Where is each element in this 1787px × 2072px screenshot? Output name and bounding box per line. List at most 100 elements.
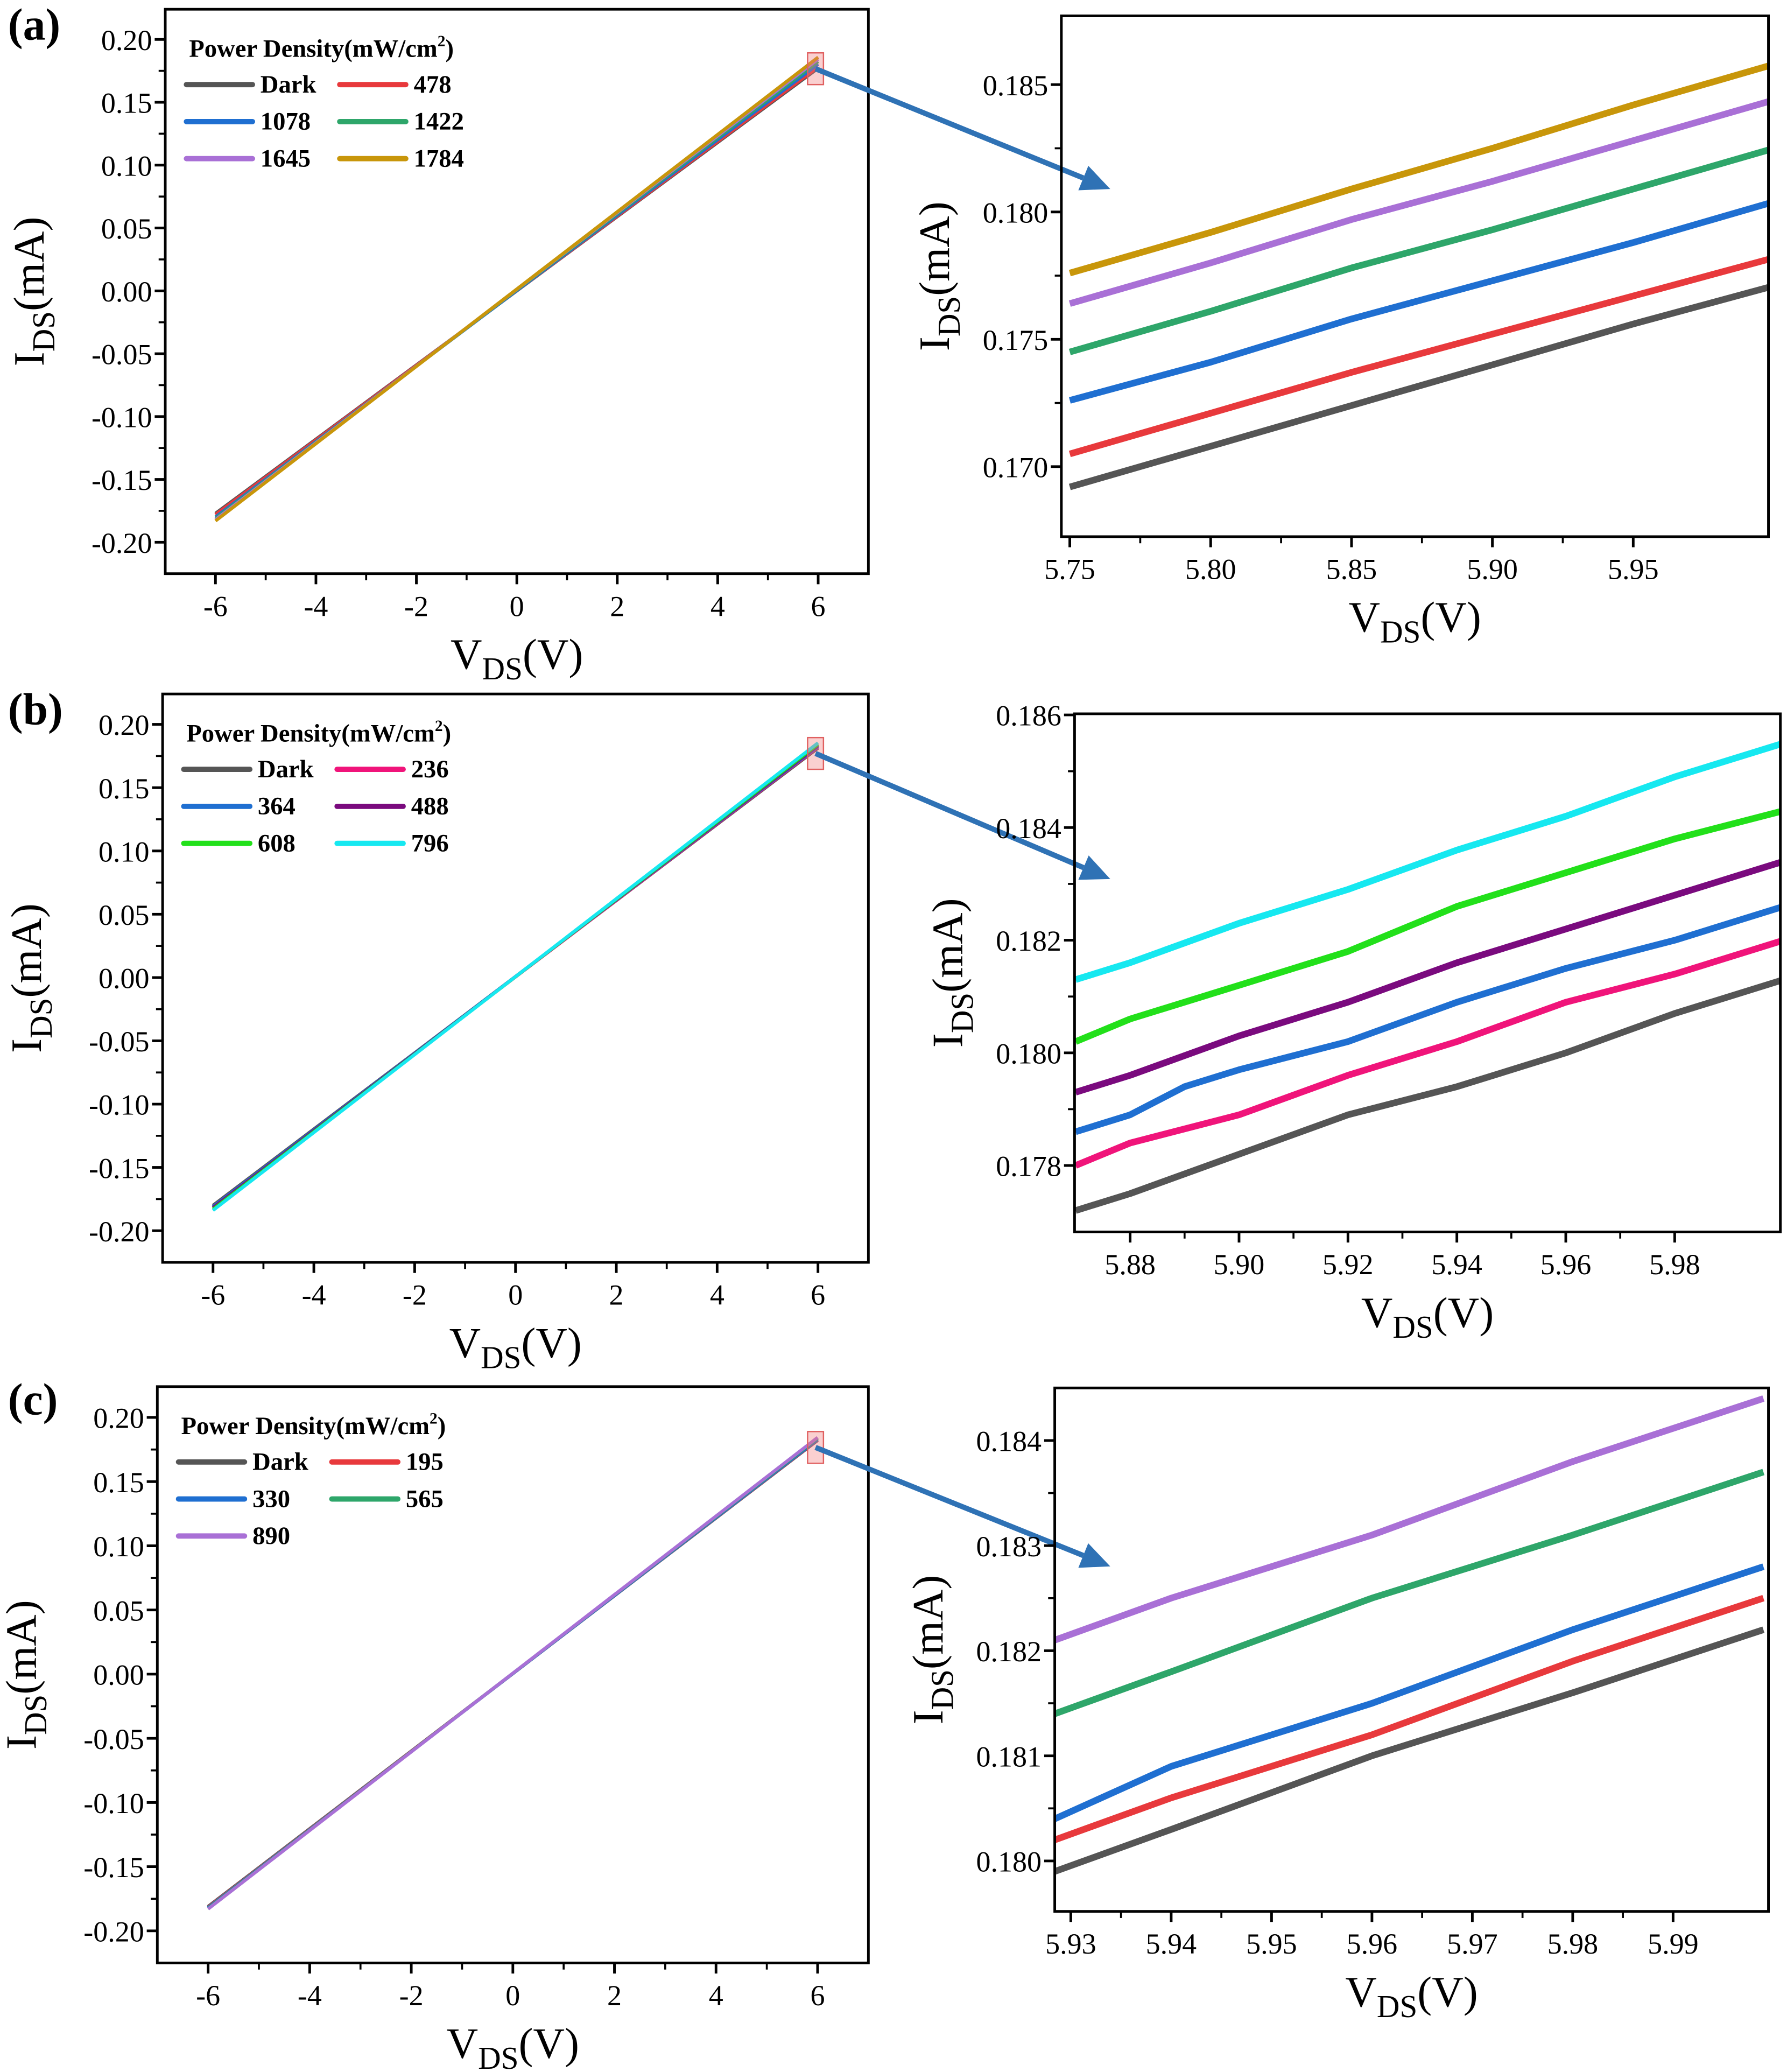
series-line-1422 <box>1068 146 1769 355</box>
zoom-plot: 5.75 5.80 5.85 5.90 5.95 0.170 0.175 0.180 0.185… <box>910 15 1770 649</box>
y-tick-label: 0.180 <box>976 1846 1042 1878</box>
y-tick-label: -0.15 <box>83 1851 144 1884</box>
x-tick-label: 5.92 <box>1322 1248 1374 1281</box>
series-line-478 <box>1068 256 1769 458</box>
series-line-796 <box>1074 740 1781 983</box>
panel-label: (a) <box>8 1 60 50</box>
y-tick-label: -0.05 <box>89 1026 150 1058</box>
x-tick-label: 4 <box>710 590 725 622</box>
axis-label-main: I <box>924 1033 972 1048</box>
panel-label: (b) <box>8 685 63 735</box>
y-tick-label: 0.05 <box>101 213 152 245</box>
legend-title: Power Density(mW/cm2) <box>181 1410 446 1441</box>
series-line-Dark <box>1068 284 1769 490</box>
y-tick-label: 0.20 <box>99 709 150 741</box>
legend-title-text: Power Density(mW/cm <box>181 1412 430 1440</box>
y-tick-label: 0.10 <box>93 1530 144 1563</box>
y-tick-label: 0.180 <box>983 196 1049 229</box>
zoom-arrow <box>814 66 1085 181</box>
y-axis-label: IDS(mA) <box>924 898 980 1048</box>
axis-label-sub: DS <box>26 311 61 352</box>
legend-title: Power Density(mW/cm2) <box>189 33 454 63</box>
axis-label-unit: (V) <box>523 630 583 678</box>
x-tick-label: 5.96 <box>1540 1248 1592 1281</box>
axis-label-main: V <box>447 2019 479 2068</box>
x-tick-label: 5.99 <box>1648 1928 1699 1960</box>
main-plot: -6 -4 -2 0 2 4 6 -0.20 -0.15 -0.10 -0.05 0.00 0.05 0.… <box>5 1 1110 686</box>
y-tick-label: 0.184 <box>976 1425 1042 1458</box>
x-tick-label: 5.97 <box>1447 1928 1498 1960</box>
legend-label: 236 <box>411 755 449 783</box>
axis-label-main: V <box>1345 1968 1377 2016</box>
y-tick-label: 0.05 <box>99 899 150 931</box>
axis-label-unit: (V) <box>1417 1968 1478 2016</box>
axis-label-sub: DS <box>23 998 59 1038</box>
axis-label-main: V <box>449 1319 481 1367</box>
legend-title-sup: 2 <box>430 1410 438 1428</box>
y-tick-label: -0.15 <box>89 1152 150 1184</box>
axis-label-unit: (V) <box>1433 1288 1494 1337</box>
axis-label-sub: DS <box>1377 1989 1417 2024</box>
y-tick-label: 0.185 <box>983 69 1049 102</box>
y-tick-label: -0.20 <box>89 1216 150 1248</box>
y-tick-label: 0.10 <box>99 835 150 868</box>
x-axis-label: VDS(V) <box>1345 1968 1478 2024</box>
axis-label-main: I <box>910 336 959 351</box>
y-tick-label: 0.15 <box>93 1466 144 1499</box>
x-tick-label: -6 <box>201 1279 225 1311</box>
y-tick-label: 0.00 <box>99 963 150 995</box>
legend-title-sup: 2 <box>435 718 443 735</box>
axis-label-sub: DS <box>931 296 967 336</box>
axis-label-sub: DS <box>944 993 980 1033</box>
axis-label-sub: DS <box>481 1339 521 1375</box>
x-axis-label: VDS(V) <box>1361 1288 1494 1345</box>
y-tick-label: -0.20 <box>83 1915 144 1948</box>
zoom-arrow <box>814 1445 1085 1558</box>
legend-title-end: ) <box>438 1412 446 1440</box>
legend-label: 796 <box>411 829 449 857</box>
x-tick-label: 5.80 <box>1185 553 1236 586</box>
x-tick-label: 5.88 <box>1104 1248 1156 1281</box>
legend-label: 330 <box>252 1485 290 1513</box>
y-tick-label: 0.183 <box>976 1530 1042 1563</box>
y-tick-label: -0.10 <box>83 1787 144 1820</box>
y-tick-label: 0.181 <box>976 1740 1042 1773</box>
x-axis-label: VDS(V) <box>447 2019 579 2072</box>
axis-label-unit: (mA) <box>904 1575 952 1669</box>
axis-label-unit: (V) <box>1420 593 1481 642</box>
axis-label-sub: DS <box>1392 1309 1433 1345</box>
y-axis-label: IDS(mA) <box>910 201 967 351</box>
y-tick-label: -0.20 <box>92 527 152 559</box>
zoom-plot: 5.88 5.90 5.92 5.94 5.96 5.98 0.178 0.180 0.182 0… <box>924 700 1782 1345</box>
axis-label-sub: DS <box>478 2040 518 2072</box>
x-tick-label: 6 <box>811 1279 825 1311</box>
series-line-488 <box>1074 859 1781 1095</box>
x-tick-label: 6 <box>811 590 826 622</box>
y-tick-label: -0.10 <box>92 401 152 433</box>
arrow-head-icon <box>1078 165 1110 191</box>
axis-label-unit: (mA) <box>910 201 959 296</box>
x-tick-label: 5.93 <box>1045 1928 1096 1960</box>
x-tick-label: 4 <box>709 1979 723 2012</box>
plot-frame <box>1073 712 1782 1233</box>
series-line-1078 <box>1068 200 1769 404</box>
x-tick-label: 5.95 <box>1608 553 1659 586</box>
y-tick-label: -0.10 <box>89 1089 150 1121</box>
series-line-195 <box>1054 1595 1765 1843</box>
axis-label-unit: (mA) <box>2 903 51 998</box>
axis-label-main: V <box>1361 1288 1393 1337</box>
x-tick-label: -2 <box>403 1279 427 1311</box>
x-tick-label: 2 <box>610 590 624 622</box>
zoom-arrow <box>814 751 1085 870</box>
y-tick-label: 0.170 <box>983 451 1049 483</box>
x-tick-label: 5.98 <box>1547 1928 1599 1960</box>
legend-label: 195 <box>406 1448 444 1476</box>
y-axis-label: IDS(mA) <box>2 903 59 1053</box>
legend-label: 488 <box>411 792 449 820</box>
x-tick-label: 5.94 <box>1431 1248 1482 1281</box>
axis-label-sub: DS <box>1380 614 1420 649</box>
legend-label: 565 <box>406 1485 444 1513</box>
y-tick-label: 0.184 <box>996 812 1061 845</box>
panel-label: (c) <box>8 1375 58 1424</box>
